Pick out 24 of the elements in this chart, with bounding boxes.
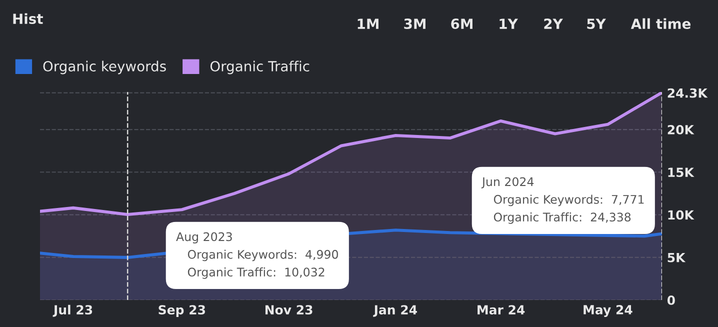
text: All time <box>630 18 691 30</box>
text: 1M <box>358 18 378 29</box>
text: 6M <box>451 18 472 30</box>
chart-title: Hist <box>13 13 43 24</box>
y-tick-label: 20K <box>668 124 694 134</box>
x-tick-label: Jan 24 <box>373 305 417 317</box>
x-tick-label: Nov 23 <box>265 305 312 315</box>
y-tick-label: 24.3K <box>668 88 708 98</box>
x-tick-label: Jul 23 <box>52 304 92 317</box>
y-tick-label: 5K <box>668 253 686 262</box>
x-tick-label: May 24 <box>584 304 632 317</box>
x-tick-label: Mar 24 <box>478 305 525 315</box>
text: 3M <box>404 18 426 30</box>
legend-label: Organic keywords <box>43 60 166 74</box>
text: 2Y <box>544 18 563 29</box>
annotation: Aug 2023 Organic Keywords: 4,990 Organic Traffic: 10,032 <box>176 232 338 279</box>
x-tick-label: Sep 23 <box>158 305 206 317</box>
text: 5Y <box>587 18 606 30</box>
annotation: Jun 2024 Organic Keywords: 7,771 Organic Traffic: 24,338 <box>481 177 644 224</box>
text: 1Y <box>500 18 518 29</box>
y-tick-label: 10K <box>668 210 694 220</box>
legend-label: Organic Traffic <box>210 60 310 74</box>
y-tick-label: 15K <box>668 168 694 178</box>
y-tick-label: 0 <box>667 295 675 305</box>
